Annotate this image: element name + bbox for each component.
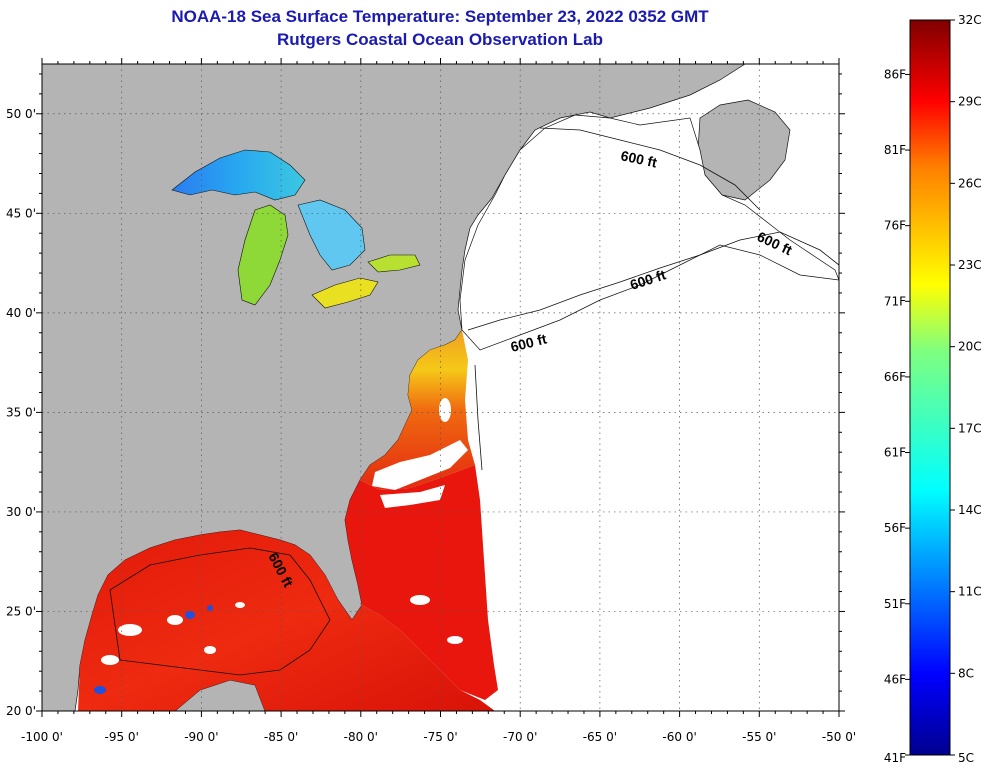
lat-label: 20 0' <box>6 704 36 718</box>
isobath-600ft <box>109 127 839 676</box>
lat-label: 35 0' <box>6 405 36 419</box>
cool-patches <box>94 605 213 694</box>
fahrenheit-label: 56F <box>884 521 906 535</box>
lon-label: -75 0' <box>423 730 457 744</box>
fahrenheit-label: 51F <box>884 597 906 611</box>
cloud-patches <box>101 398 468 665</box>
fahrenheit-label: 71F <box>884 294 906 308</box>
gulf-of-mexico-sst <box>78 530 495 711</box>
lon-label: -60 0' <box>662 730 696 744</box>
lake-michigan <box>237 204 289 306</box>
latitude-labels: 20 0' 25 0' 30 0' 35 0' 40 0' 45 0' 50 0… <box>6 107 36 718</box>
celsius-label: 29C <box>958 95 982 109</box>
great-lakes <box>171 149 421 309</box>
fahrenheit-label: 66F <box>884 370 906 384</box>
lon-label: -85 0' <box>264 730 298 744</box>
fahrenheit-label: 86F <box>884 67 906 81</box>
fahrenheit-label: 61F <box>884 446 906 460</box>
lat-label: 25 0' <box>6 604 36 618</box>
colorbar-gradient <box>909 19 951 756</box>
lon-label: -100 0' <box>21 730 63 744</box>
lon-label: -50 0' <box>822 730 856 744</box>
celsius-label: 26C <box>958 176 982 190</box>
celsius-label: 17C <box>958 421 982 435</box>
celsius-label: 5C <box>958 751 974 765</box>
lat-label: 40 0' <box>6 306 36 320</box>
temperature-colorbar: 32C 29C 26C 23C 20C 17C 14C 11C 8C 5C 86… <box>884 13 982 765</box>
map-title: NOAA-18 Sea Surface Temperature: Septemb… <box>171 7 709 26</box>
lon-label: -90 0' <box>184 730 218 744</box>
lon-label: -70 0' <box>503 730 537 744</box>
longitude-labels: -100 0' -95 0' -90 0' -85 0' -80 0' -75 … <box>21 730 856 744</box>
map-subtitle: Rutgers Coastal Ocean Observation Lab <box>277 30 603 49</box>
fahrenheit-label: 76F <box>884 219 906 233</box>
lake-ontario <box>367 254 421 273</box>
grid-lines <box>42 64 839 711</box>
lon-label: -65 0' <box>583 730 617 744</box>
lat-label: 30 0' <box>6 505 36 519</box>
lon-label: -95 0' <box>105 730 139 744</box>
sst-map: 600 ft 600 ft 600 ft 600 ft 600 ft -100 … <box>6 58 856 744</box>
lake-huron <box>297 199 366 271</box>
celsius-label: 8C <box>958 666 974 680</box>
fahrenheit-label: 46F <box>884 672 906 686</box>
lat-label: 45 0' <box>6 206 36 220</box>
lon-label: -80 0' <box>344 730 378 744</box>
celsius-label: 14C <box>958 503 982 517</box>
celsius-label: 32C <box>958 13 982 27</box>
ne-shelf-nodata <box>459 114 839 351</box>
lat-label: 50 0' <box>6 107 36 121</box>
fahrenheit-label: 41F <box>884 751 906 765</box>
fahrenheit-label: 81F <box>884 143 906 157</box>
celsius-label: 23C <box>958 258 982 272</box>
contour-label: 600 ft <box>619 147 658 170</box>
lake-erie <box>311 277 379 309</box>
celsius-label: 11C <box>958 585 982 599</box>
lake-superior <box>171 149 306 201</box>
colorbar-ticks <box>905 19 955 756</box>
lon-label: -55 0' <box>742 730 776 744</box>
celsius-label: 20C <box>958 340 982 354</box>
axis-ticks <box>36 58 845 717</box>
